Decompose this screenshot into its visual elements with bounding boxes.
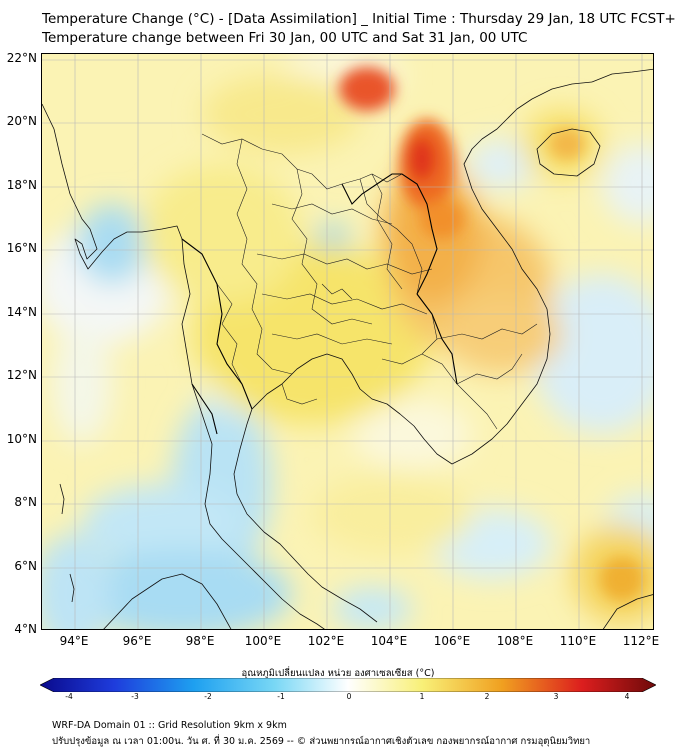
lon-label-98e: 98°E (185, 634, 215, 648)
map-canvas (42, 54, 653, 629)
footer-credit: ปรับปรุงข้อมูล ณ เวลา 01:00น. วัน ศ. ที่… (52, 736, 591, 747)
lon-label-104e: 104°E (370, 634, 408, 648)
lat-label-14n: 14°N (6, 305, 37, 319)
colorbar-ramp (40, 678, 656, 692)
map-subtitle: Temperature change between Fri 30 Jan, 0… (42, 30, 528, 46)
country-borders (181, 173, 458, 435)
map-title: Temperature Change (°C) - [Data Assimila… (42, 11, 676, 27)
colorbar-title: อุณหภูมิเปลี่ยนแปลง หน่วย องศาเซลเซียส (… (241, 668, 435, 679)
lat-label-12n: 12°N (6, 368, 37, 382)
colorbar-tick-neg4: -4 (65, 692, 73, 701)
graticule (42, 54, 653, 629)
colorbar-tick-3: 3 (553, 692, 559, 701)
lon-label-110e: 110°E (559, 634, 597, 648)
colorbar (40, 678, 656, 692)
lon-label-100e: 100°E (244, 634, 282, 648)
lat-label-4n: 4°N (14, 622, 37, 636)
lat-label-10n: 10°N (6, 432, 37, 446)
lat-label-16n: 16°N (6, 241, 37, 255)
lat-label-18n: 18°N (6, 178, 37, 192)
colorbar-tick-0: 0 (346, 692, 352, 701)
coastlines (42, 68, 653, 629)
lat-label-6n: 6°N (14, 559, 37, 573)
lon-label-106e: 106°E (433, 634, 471, 648)
colorbar-tick-1: 1 (419, 692, 425, 701)
temperature-change-map (41, 53, 654, 630)
footer-model-info: WRF-DA Domain 01 :: Grid Resolution 9km … (52, 720, 287, 731)
lat-label-20n: 20°N (6, 114, 37, 128)
colorbar-tick-neg3: -3 (131, 692, 139, 701)
province-borders (201, 133, 538, 430)
lon-label-112e: 112°E (622, 634, 660, 648)
colorbar-tick-4: 4 (624, 692, 630, 701)
lon-label-96e: 96°E (122, 634, 152, 648)
colorbar-tick-2: 2 (484, 692, 490, 701)
lon-label-102e: 102°E (307, 634, 345, 648)
lon-label-108e: 108°E (496, 634, 534, 648)
colorbar-tick-neg2: -2 (204, 692, 212, 701)
colorbar-tick-neg1: -1 (277, 692, 285, 701)
lat-label-22n: 22°N (6, 51, 37, 65)
lat-label-8n: 8°N (14, 495, 37, 509)
lon-label-94e: 94°E (59, 634, 89, 648)
